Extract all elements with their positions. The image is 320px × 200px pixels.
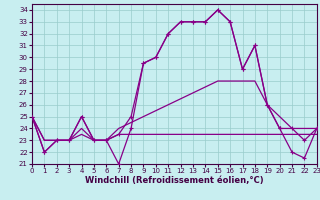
X-axis label: Windchill (Refroidissement éolien,°C): Windchill (Refroidissement éolien,°C) [85,176,264,185]
